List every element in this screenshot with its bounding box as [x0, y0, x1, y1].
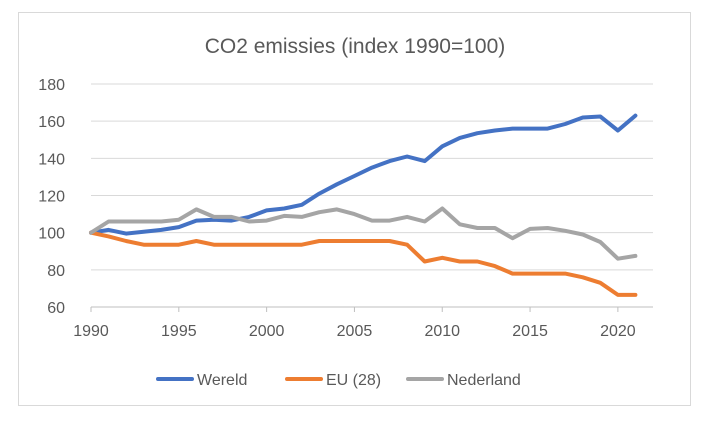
x-tick-label: 2000 — [249, 323, 285, 340]
legend-label: Wereld — [197, 372, 247, 389]
y-tick-label: 120 — [38, 189, 65, 206]
series-line-nederland — [89, 206, 638, 261]
series-line-wereld — [89, 113, 638, 236]
y-tick-label: 180 — [38, 77, 65, 94]
y-tick-label: 140 — [38, 151, 65, 168]
series-lines — [89, 113, 638, 297]
gridlines — [91, 83, 653, 271]
y-tick-label: 80 — [47, 263, 65, 280]
chart-frame — [18, 12, 691, 406]
chart-title: CO2 emissies (index 1990=100) — [205, 35, 506, 58]
y-tick-label: 60 — [47, 300, 65, 317]
x-tick-label: 2020 — [600, 323, 636, 340]
y-tick-label: 160 — [38, 114, 65, 131]
x-tick-label: 2010 — [424, 323, 460, 340]
legend-label: EU (28) — [326, 372, 381, 389]
legend: Wereld EU (28) Nederland — [156, 372, 521, 389]
legend-label: Nederland — [447, 372, 521, 389]
x-tick-label: 1995 — [161, 323, 197, 340]
x-tick-label: 1990 — [73, 323, 109, 340]
x-tick-label: 2005 — [337, 323, 373, 340]
y-tick-label: 100 — [38, 226, 65, 243]
x-axis-ticks: 1990 1995 2000 2005 2010 2015 2020 — [73, 307, 636, 340]
x-tick-label: 2015 — [512, 323, 548, 340]
series-line-eu-28 — [89, 230, 638, 297]
y-axis-ticks: 60 80 100 120 140 160 180 — [38, 77, 65, 317]
